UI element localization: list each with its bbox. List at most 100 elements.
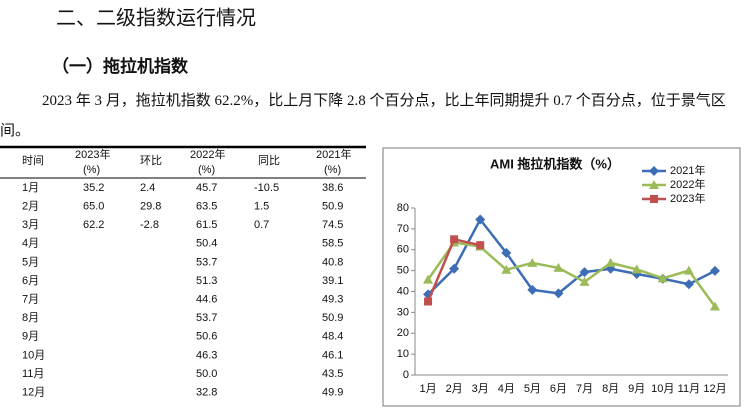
table-cell: 0.7	[254, 219, 269, 231]
table-cell: 38.6	[322, 182, 343, 194]
table-cell: 53.7	[196, 256, 217, 268]
table-cell: 46.1	[322, 349, 343, 361]
table-cell: 61.5	[196, 219, 217, 231]
y-tick-label: 80	[397, 202, 409, 214]
marker	[501, 264, 512, 274]
marker	[650, 195, 658, 203]
x-tick-label: 5月	[524, 383, 541, 395]
table-cell: 2月	[22, 201, 39, 213]
marker	[631, 264, 642, 274]
table-cell: 50.9	[322, 312, 343, 324]
y-tick-label: 20	[397, 327, 409, 339]
x-tick-label: 12月	[703, 383, 726, 395]
x-tick-label: 6月	[550, 383, 567, 395]
table-cell: 50.6	[196, 331, 217, 343]
marker	[527, 284, 538, 295]
table-header-cell: (%)	[324, 164, 341, 176]
table-cell: 9月	[22, 331, 39, 343]
marker	[553, 262, 564, 272]
table-cell: 3月	[22, 219, 39, 231]
table-cell: -10.5	[254, 182, 279, 194]
table-cell: 58.5	[322, 238, 343, 250]
table-cell: 8月	[22, 312, 39, 324]
chart-title: AMI 拖拉机指数（%）	[490, 156, 620, 171]
table-header-cell: 时间	[22, 154, 44, 167]
table-cell: 49.3	[322, 294, 343, 306]
marker	[709, 301, 720, 311]
x-tick-label: 7月	[576, 383, 593, 395]
subheading: （一）拖拉机指数	[52, 56, 189, 76]
table-cell: 44.6	[196, 294, 217, 306]
x-tick-label: 3月	[472, 383, 489, 395]
table-cell: 5月	[22, 256, 39, 268]
table-cell: 29.8	[140, 201, 161, 213]
table-cell: 35.2	[83, 182, 104, 194]
table-cell: 45.7	[196, 182, 217, 194]
marker	[683, 279, 694, 290]
x-tick-label: 9月	[628, 383, 645, 395]
marker	[605, 257, 616, 267]
heading: 二、二级指数运行情况	[56, 7, 256, 30]
marker	[424, 297, 433, 306]
y-tick-label: 0	[403, 369, 409, 381]
x-tick-label: 11月	[678, 383, 700, 395]
table-cell: 62.2	[83, 219, 104, 231]
table-header-cell: 2022年	[190, 147, 225, 161]
table-cell: 50.0	[196, 368, 217, 380]
marker	[475, 214, 486, 225]
table-cell: 2.4	[140, 182, 155, 194]
table-cell: 63.5	[196, 201, 217, 213]
y-tick-label: 70	[397, 223, 409, 235]
table-cell: 11月	[22, 368, 44, 380]
table-cell: 51.3	[196, 275, 217, 287]
y-tick-label: 60	[397, 244, 409, 256]
table-cell: 39.1	[322, 275, 343, 287]
marker	[553, 288, 564, 299]
table-cell: 4月	[22, 238, 39, 250]
marker	[649, 166, 659, 176]
x-tick-label: 1月	[419, 383, 436, 395]
table-header-cell: 2023年	[75, 147, 110, 161]
y-tick-label: 30	[397, 306, 409, 318]
table-header-cell: 2021年	[316, 147, 351, 161]
table-cell: 1.5	[254, 201, 269, 213]
marker	[527, 257, 538, 267]
table-header-cell: (%)	[83, 164, 100, 176]
marker	[579, 267, 590, 278]
table-cell: 49.9	[322, 387, 343, 399]
series-line	[427, 217, 716, 296]
table-cell: 74.5	[322, 219, 343, 231]
marker	[657, 273, 668, 283]
table-cell: 12月	[22, 387, 45, 399]
table-cell: -2.8	[140, 219, 159, 231]
table-cell: 48.4	[322, 331, 343, 343]
marker	[449, 263, 460, 274]
table-cell: 40.8	[322, 256, 343, 268]
marker	[501, 247, 512, 258]
table-cell: 50.4	[196, 238, 217, 250]
table-cell: 43.5	[322, 368, 343, 380]
marker	[450, 235, 459, 244]
y-tick-label: 50	[397, 265, 409, 277]
marker	[579, 276, 590, 286]
x-tick-label: 10月	[651, 383, 674, 395]
marker	[683, 265, 694, 275]
table-header-cell: 同比	[258, 154, 280, 167]
y-tick-label: 10	[397, 348, 409, 360]
legend-label: 2023年	[670, 191, 705, 205]
table-cell: 65.0	[83, 201, 104, 213]
table-cell: 7月	[22, 294, 39, 306]
table-cell: 10月	[22, 349, 45, 361]
y-tick-label: 40	[397, 285, 409, 297]
marker	[476, 241, 485, 250]
chart-frame	[382, 147, 741, 407]
table-header-cell: (%)	[198, 164, 215, 176]
table-cell: 50.9	[322, 201, 343, 213]
table-cell: 46.3	[196, 349, 217, 361]
paragraph: 2023 年 3 月，拖拉机指数 62.2%，比上月下降 2.8 个百分点，比上…	[0, 93, 726, 139]
x-tick-label: 2月	[446, 383, 463, 395]
marker	[649, 180, 659, 189]
legend-label: 2022年	[670, 177, 705, 191]
